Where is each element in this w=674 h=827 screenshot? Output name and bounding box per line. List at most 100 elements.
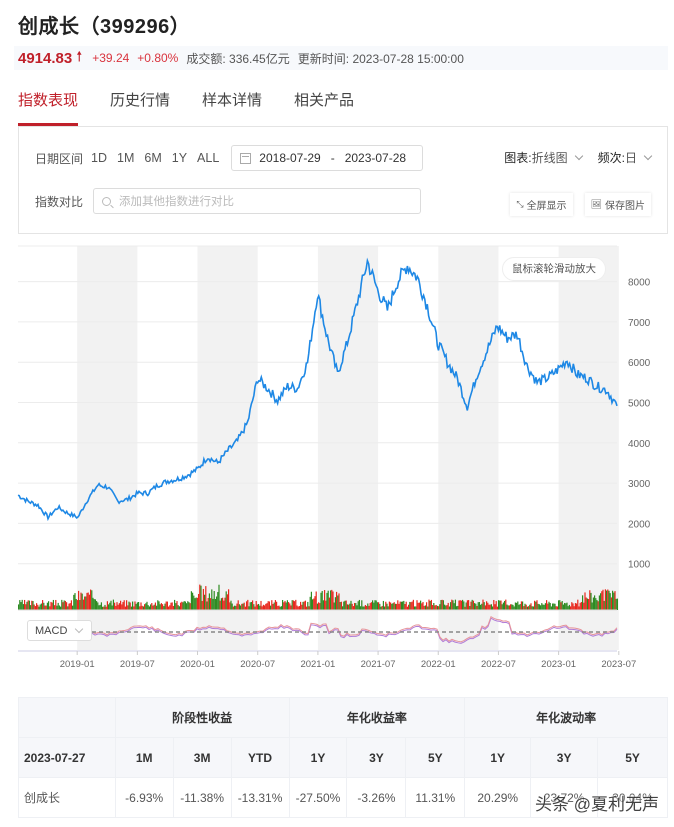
search-icon	[102, 196, 112, 206]
table-group-header: 阶段性收益 年化收益率 年化波动率	[18, 697, 668, 738]
page-title: 创成长（399296）	[18, 16, 191, 38]
frequency-select[interactable]: 日	[624, 151, 637, 165]
line-chart-canvas[interactable]: 1000 2000 3000 4000 5000 6000 7000 8000 2019-01 2…	[0, 240, 674, 680]
range-all-button[interactable]: ALL	[197, 151, 220, 165]
svg-text:2022-07: 2022-07	[481, 659, 516, 670]
cell-vol-1y: 20.29%	[464, 777, 532, 818]
col-vol-5y: 5Y	[597, 737, 668, 778]
start-date: 2018-07-29	[259, 151, 321, 165]
index-chart[interactable]: 1000 2000 3000 4000 5000 6000 7000 8000 2019-01 2…	[0, 240, 674, 680]
range-1d-button[interactable]: 1D	[91, 151, 107, 165]
svg-text:2021-01: 2021-01	[300, 659, 335, 670]
indicator-select[interactable]: MACD	[27, 620, 92, 641]
tab-constituents[interactable]: 样本详情	[202, 92, 263, 109]
update-time: 更新时间: 2023-07-28 15:00:00	[298, 50, 464, 67]
cell-ytd: -13.31%	[230, 777, 290, 818]
period-band	[438, 246, 499, 650]
chevron-down-icon[interactable]	[574, 151, 583, 161]
save-image-button[interactable]: 🖼 保存图片	[584, 193, 651, 216]
turnover: 成交额: 336.45亿元	[186, 50, 289, 67]
cell-3m: -11.38%	[172, 777, 232, 818]
fullscreen-icon: ⤡	[516, 199, 524, 209]
group-period-return: 阶段性收益	[114, 697, 290, 738]
chart-controls-panel: 日期区间 1D 1M 6M 1Y ALL 2018-07-29 - 2023-0…	[18, 126, 668, 234]
tab-index-performance[interactable]: 指数表现	[18, 88, 79, 126]
svg-text:7000: 7000	[628, 318, 651, 329]
date-range-label: 日期区间	[35, 151, 84, 166]
cell-ret-1y: -27.50%	[288, 777, 348, 818]
fullscreen-label: 全屏显示	[526, 201, 567, 212]
period-band	[197, 246, 258, 650]
svg-text:2020-07: 2020-07	[240, 659, 275, 670]
svg-text:2023-07: 2023-07	[601, 659, 636, 670]
update-time-value: 2023-07-28 15:00:00	[352, 51, 464, 66]
turnover-value: 336.45亿元	[229, 51, 290, 66]
zoom-hint: 鼠标滚轮滑动放大	[502, 257, 606, 281]
chart-options: 图表: 折线图 频次: 日	[504, 149, 653, 166]
range-1y-button[interactable]: 1Y	[171, 151, 188, 165]
svg-text:4000: 4000	[628, 439, 651, 450]
up-arrow-icon: 🠕	[76, 48, 83, 64]
row-name: 创成长	[18, 777, 116, 818]
calendar-icon	[240, 152, 252, 164]
col-ret-5y: 5Y	[405, 737, 466, 778]
compare-row: 指数对比 添加其他指数进行对比	[35, 188, 422, 214]
indicator-select-value: MACD	[35, 624, 68, 637]
svg-text:5000: 5000	[628, 399, 651, 410]
frequency-label: 频次:	[597, 151, 625, 165]
date-separator: -	[330, 151, 335, 165]
svg-text:2019-01: 2019-01	[60, 659, 95, 670]
cell-1m: -6.93%	[114, 777, 174, 818]
price-change-pct: +0.80%	[137, 51, 179, 65]
compare-index-input[interactable]: 添加其他指数进行对比	[93, 188, 422, 214]
performance-table: 阶段性收益 年化收益率 年化波动率 2023-07-27 1M 3M YTD 1…	[18, 697, 668, 818]
end-date: 2023-07-28	[344, 151, 407, 165]
col-ret-3y: 3Y	[346, 737, 407, 778]
svg-text:6000: 6000	[628, 358, 651, 369]
tab-bar: 指数表现 历史行情 样本详情 相关产品	[18, 88, 386, 126]
table-date: 2023-07-27	[18, 737, 116, 778]
svg-text:2019-07: 2019-07	[120, 659, 155, 670]
save-image-label: 保存图片	[605, 201, 645, 212]
range-1m-button[interactable]: 1M	[117, 151, 135, 165]
chevron-down-icon[interactable]	[643, 151, 653, 161]
group-annualized-return: 年化收益率	[288, 697, 466, 738]
image-icon: 🖼	[590, 199, 602, 209]
chart-tools: ⤡ 全屏显示 🖼 保存图片	[498, 193, 651, 216]
compare-label: 指数对比	[35, 194, 84, 209]
period-band	[317, 246, 379, 650]
svg-text:1000: 1000	[628, 560, 651, 571]
chart-type-select[interactable]: 折线图	[531, 151, 568, 165]
update-time-label: 更新时间:	[297, 51, 350, 66]
chart-type-label: 图表:	[504, 151, 532, 165]
price-change: +39.24	[92, 51, 130, 65]
cell-vol-3y: 23.72%	[530, 777, 599, 818]
header-blank	[18, 697, 116, 738]
chevron-down-icon	[75, 624, 84, 634]
svg-text:2022-01: 2022-01	[421, 659, 456, 670]
cell-ret-5y: 11.31%	[405, 777, 466, 818]
svg-text:2020-01: 2020-01	[180, 659, 215, 670]
svg-text:2021-07: 2021-07	[361, 659, 396, 670]
compare-placeholder: 添加其他指数进行对比	[119, 196, 235, 208]
fullscreen-button[interactable]: ⤡ 全屏显示	[510, 193, 573, 216]
group-annualized-volatility: 年化波动率	[464, 697, 668, 738]
col-vol-3y: 3Y	[530, 737, 599, 778]
col-ytd: YTD	[230, 737, 290, 778]
current-price: 4914.83	[18, 49, 73, 67]
tab-related-products[interactable]: 相关产品	[294, 92, 355, 109]
col-1m: 1M	[114, 737, 174, 778]
table-row: 创成长 -6.93% -11.38% -13.31% -27.50% -3.26…	[18, 777, 668, 818]
date-range-picker[interactable]: 2018-07-29 - 2023-07-28	[231, 145, 424, 171]
cell-vol-5y: 30.04%	[597, 777, 668, 818]
turnover-label: 成交额:	[186, 51, 226, 66]
cell-ret-3y: -3.26%	[346, 777, 407, 818]
col-vol-1y: 1Y	[464, 737, 532, 778]
date-range-row: 日期区间 1D 1M 6M 1Y ALL 2018-07-29 - 2023-0…	[35, 145, 424, 171]
range-6m-button[interactable]: 6M	[144, 151, 162, 165]
svg-text:3000: 3000	[628, 479, 651, 490]
col-3m: 3M	[172, 737, 232, 778]
period-band	[77, 246, 138, 650]
price-line	[17, 257, 618, 522]
tab-history[interactable]: 历史行情	[110, 92, 171, 109]
